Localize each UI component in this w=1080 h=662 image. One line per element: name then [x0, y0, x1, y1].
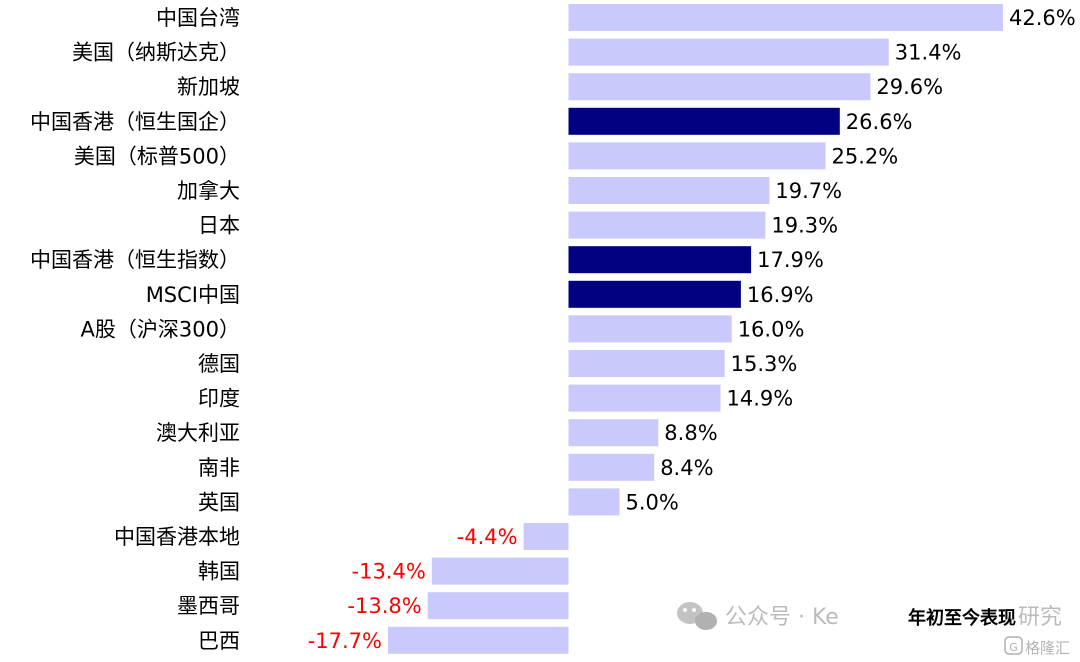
legend-label: 年初至今表现	[908, 607, 1016, 629]
brand-logo-text: 格隆汇	[1025, 639, 1070, 657]
data-label: 16.0%	[738, 317, 805, 341]
bar	[568, 38, 889, 66]
category-label: MSCI中国	[146, 283, 240, 307]
category-label: 巴西	[198, 629, 240, 653]
data-label: 8.4%	[660, 456, 713, 480]
bar	[568, 4, 1003, 31]
bar	[427, 592, 569, 620]
data-label: 42.6%	[1009, 6, 1076, 30]
category-label: 美国（纳斯达克）	[72, 41, 240, 65]
category-label: 南非	[198, 456, 240, 480]
bars-layer	[388, 4, 1003, 654]
bar	[523, 523, 569, 550]
bar	[568, 419, 659, 447]
bar	[568, 107, 840, 135]
bar	[568, 177, 770, 204]
category-label: 澳大利亚	[156, 421, 240, 445]
brand-logo-glyph: G	[1009, 641, 1018, 654]
data-label: 25.2%	[832, 144, 899, 168]
data-label: 14.9%	[727, 387, 794, 411]
category-label: 加拿大	[177, 179, 240, 203]
category-label: 日本	[198, 214, 240, 238]
data-label: 8.8%	[664, 421, 717, 445]
category-label: 韩国	[198, 560, 240, 584]
data-label: 17.9%	[757, 248, 824, 272]
bar	[568, 73, 871, 101]
data-label: -13.4%	[352, 560, 426, 584]
data-label: -4.4%	[457, 525, 518, 549]
category-label: 中国香港（恒生国企）	[30, 110, 240, 134]
bar	[568, 350, 725, 377]
data-label: 31.4%	[895, 41, 962, 65]
data-label: -13.8%	[347, 594, 421, 618]
category-label: 墨西哥	[177, 594, 240, 618]
brand-logo-icon	[1004, 636, 1023, 655]
category-label: 新加坡	[177, 75, 240, 99]
category-label: A股（沪深300）	[81, 317, 240, 341]
bar	[568, 488, 620, 516]
category-label: 美国（标普500）	[74, 144, 240, 168]
category-label: 中国香港本地	[114, 525, 240, 549]
bar	[431, 557, 569, 585]
watermark-text: 公众号 · Ke	[725, 605, 839, 630]
category-label: 德国	[198, 352, 240, 376]
bar	[388, 626, 569, 654]
data-label: 19.7%	[775, 179, 842, 203]
bar	[568, 142, 826, 170]
data-label: 15.3%	[731, 352, 798, 376]
bar	[568, 384, 721, 412]
bar	[568, 315, 732, 343]
data-label: 19.3%	[771, 214, 838, 238]
bar	[568, 211, 766, 239]
watermark: 公众号 · Ke 研究	[677, 602, 1062, 630]
bar	[568, 280, 741, 308]
data-label: 5.0%	[626, 490, 679, 514]
value-labels: 42.6% 31.4% 29.6% 26.6% 25.2% 19.7% 19.3% 17.9%…	[308, 6, 1076, 653]
category-label: 印度	[198, 387, 240, 411]
watermark-overlay-text: 研究	[1018, 605, 1062, 630]
category-label: 中国香港（恒生指数）	[30, 248, 240, 272]
category-label: 中国台湾	[156, 6, 240, 30]
data-label: 29.6%	[876, 75, 943, 99]
category-label: 英国	[198, 490, 240, 514]
data-label: -17.7%	[308, 629, 382, 653]
wechat-icon	[677, 602, 717, 630]
data-label: 16.9%	[747, 283, 814, 307]
bar	[568, 246, 752, 274]
data-label: 26.6%	[846, 110, 913, 134]
bar	[568, 453, 655, 481]
brand-logo: G 格隆汇	[1004, 636, 1070, 657]
